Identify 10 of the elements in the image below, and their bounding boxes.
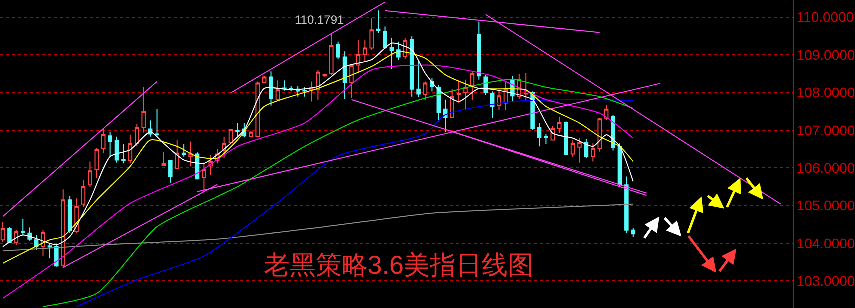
y-tick-label: 105.0000 <box>796 198 855 214</box>
text: 老黑策略3.6美指日线图 <box>264 250 534 280</box>
y-tick-label: 107.0000 <box>796 122 855 138</box>
y-tick-label: 106.0000 <box>796 160 855 176</box>
y-tick-label: 104.0000 <box>796 235 855 252</box>
y-tick-label: 109.0000 <box>796 46 855 63</box>
annotation: 110.1791 <box>295 13 344 27</box>
y-tick-label: 103.0000 <box>796 273 855 290</box>
y-tick-label: 110.0000 <box>796 9 854 26</box>
y-tick-label: 108.0000 <box>796 84 855 101</box>
